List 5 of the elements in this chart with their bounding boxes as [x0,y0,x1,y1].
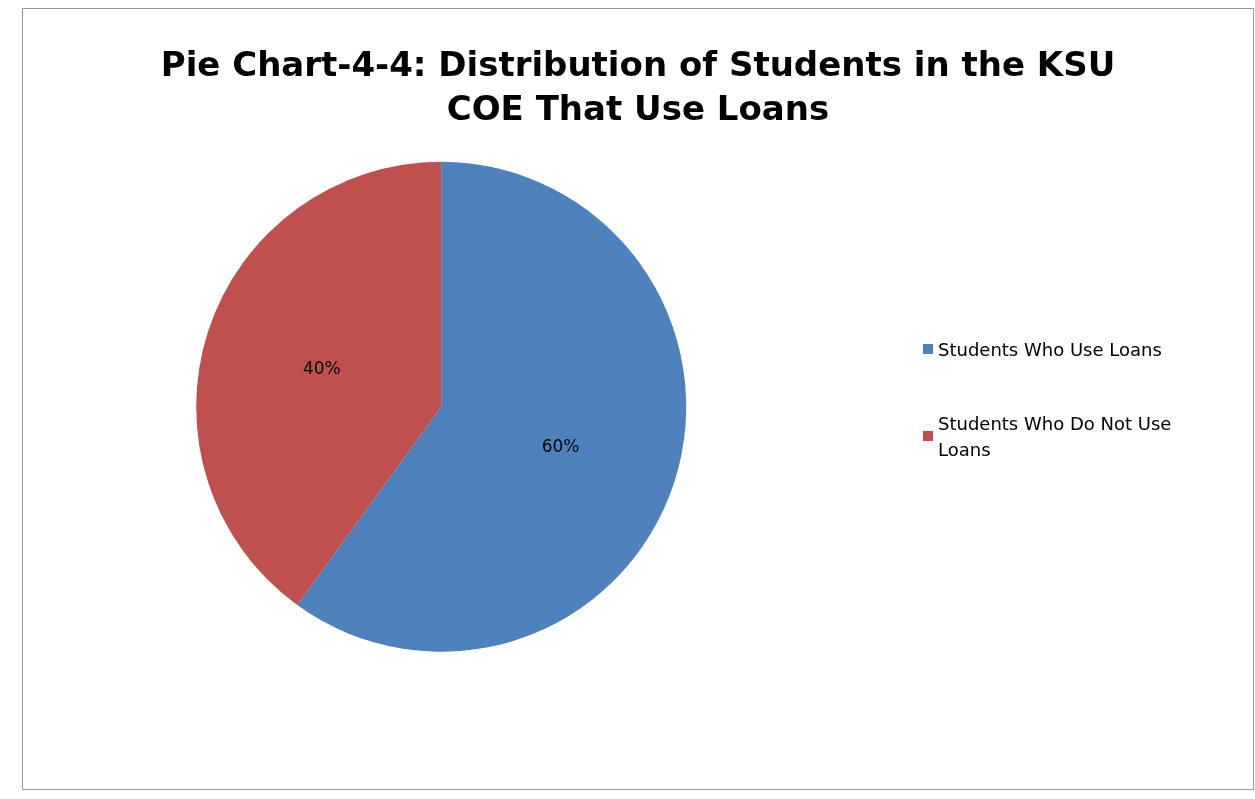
legend-label: Students Who Do Not Use Loans [938,412,1178,460]
data-label: 40% [302,358,341,379]
data-label: 60% [541,435,580,456]
chart-title: Pie Chart-4-4: Distribution of Students in the KSU COE That Use Loans [160,44,1116,128]
legend-label: Students Who Use Loans [938,338,1162,360]
